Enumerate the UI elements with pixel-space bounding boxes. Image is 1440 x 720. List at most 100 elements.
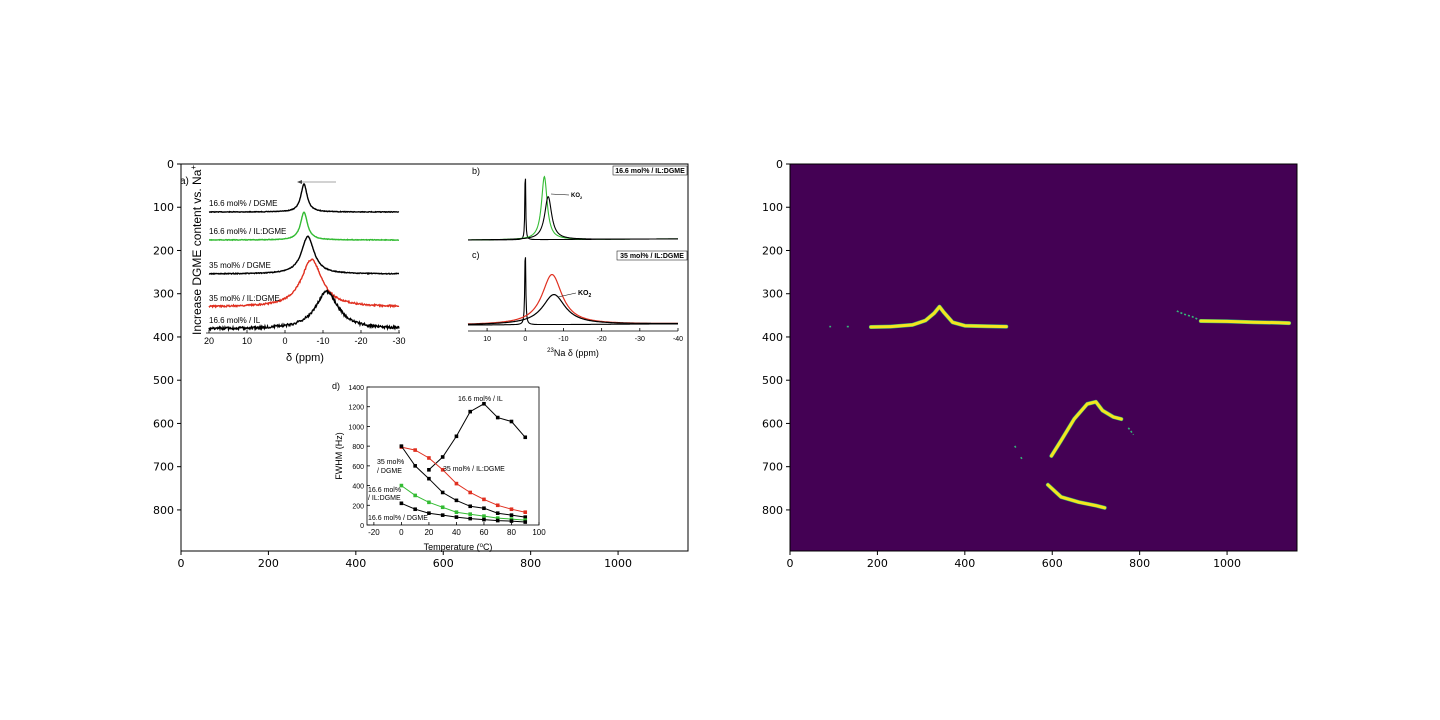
- panel-d-point: [413, 448, 417, 452]
- left-axes-frame: [180, 163, 689, 552]
- panel-d-point: [495, 518, 500, 523]
- panel-b-legend-box: [612, 165, 688, 176]
- left-axes: a) Increase DGME content vs. Na+ 16.6 mo…: [153, 158, 689, 570]
- panel-c-xtick-label: 0: [523, 336, 527, 343]
- panel-d-point: [523, 515, 528, 519]
- panel-d-point: [454, 510, 459, 514]
- panel-d-xtick-label: 100: [532, 528, 546, 537]
- panel-a-xtick-label: 20: [204, 336, 214, 346]
- panel-d-point: [523, 435, 528, 440]
- panel-a-xtick-label: -20: [354, 336, 367, 346]
- panel-a-traces: [208, 182, 400, 333]
- panel-d-ytick-label: 200: [352, 503, 364, 510]
- panel-d-point: [413, 493, 417, 498]
- panel-d-point: [523, 520, 528, 524]
- panel-d-xtick-label: 0: [399, 528, 404, 537]
- panel-d-point: [495, 516, 500, 520]
- panel-c: c) 35 mol% / IL:DGME KO2 10 0 -10 -20 -30 -40…: [467, 250, 688, 358]
- panel-d-point: [427, 468, 431, 472]
- x-tick-label: 1000: [1213, 557, 1241, 570]
- panel-d-ytick-label: 1400: [348, 385, 364, 392]
- panel-d-series: [399, 401, 528, 524]
- panel-d-series-line: [428, 403, 526, 471]
- y-tick-label: 800: [153, 504, 174, 517]
- panel-d-point: [468, 504, 472, 509]
- y-tick-label: 300: [762, 288, 783, 301]
- panel-c-xtick-label: -30: [635, 336, 645, 343]
- panel-a-trace: [208, 182, 400, 214]
- panel-c-traces: [467, 257, 678, 326]
- panel-d-point: [427, 476, 431, 481]
- panel-d-point: [482, 401, 486, 406]
- panel-c-legend-box: [616, 250, 688, 261]
- y-tick-label: 700: [153, 461, 174, 474]
- panel-d-ylabel: FWHM (Hz): [334, 432, 344, 479]
- panel-d-point: [454, 515, 459, 519]
- panel-d-point: [495, 503, 500, 508]
- panel-a-label: a): [180, 176, 189, 187]
- x-tick-label: 200: [258, 557, 279, 570]
- panel-d-point: [440, 455, 445, 459]
- panel-d-series-label: 16.6 mol% / DGME: [368, 515, 428, 522]
- panel-a-trace-label: 16.6 mol% / IL:DGME: [209, 227, 286, 236]
- panel-a-xticks: 20 10 0 -10 -20 -30: [204, 330, 406, 346]
- panel-d-series-line: [401, 446, 526, 513]
- panel-a: a) Increase DGME content vs. Na+ 16.6 mo…: [180, 165, 406, 364]
- panel-d-point: [482, 517, 486, 522]
- panel-d-xtick-label: 80: [507, 528, 516, 537]
- x-tick-label: 0: [178, 557, 185, 570]
- panel-d-xtick-label: 20: [424, 528, 433, 537]
- panel-d-point: [399, 501, 404, 506]
- panel-a-xtick-label: 0: [282, 336, 287, 346]
- x-tick-label: 1000: [604, 557, 632, 570]
- panel-d-point: [468, 516, 472, 521]
- panel-d-point: [495, 511, 500, 515]
- mask-segment: [1199, 319, 1291, 325]
- panel-d-point: [468, 512, 472, 516]
- panel-b-label: b): [472, 166, 480, 176]
- panel-d-point: [440, 490, 445, 495]
- panel-d-point: [468, 409, 472, 414]
- panel-d-point: [440, 505, 445, 510]
- y-tick-label: 300: [153, 288, 174, 301]
- panel-a-ylabel: Increase DGME content vs. Na+: [189, 165, 204, 335]
- y-tick-label: 200: [153, 244, 174, 257]
- y-tick-label: 600: [153, 417, 174, 430]
- x-tick-label: 200: [867, 557, 888, 570]
- x-tick-label: 600: [1042, 557, 1063, 570]
- left-axes-ticks: 0 200 400 600 800 100001002003004005006007008…: [153, 158, 632, 570]
- panel-d-xtick-label: 40: [452, 528, 461, 537]
- panel-a-trace-label: 35 mol% / DGME: [209, 261, 271, 270]
- x-tick-label: 0: [787, 557, 794, 570]
- y-tick-label: 0: [167, 158, 174, 171]
- panel-d-label: d): [332, 381, 340, 391]
- panel-d-ytick-label: 800: [352, 444, 364, 451]
- panel-b-legend: 16.6 mol% / IL:DGME: [615, 168, 685, 175]
- panel-c-legend: 35 mol% / IL:DGME: [620, 253, 684, 260]
- panel-d-point: [399, 483, 404, 488]
- panel-d-xtick-label: -20: [368, 528, 380, 537]
- panel-d-point: [523, 518, 528, 522]
- y-tick-label: 100: [762, 201, 783, 214]
- panel-a-trace: [208, 235, 399, 276]
- panel-c-xtick-label: 10: [483, 336, 491, 343]
- panel-d-point: [509, 507, 514, 512]
- y-tick-label: 700: [762, 461, 783, 474]
- panel-d-xtick-label: 60: [480, 528, 489, 537]
- panel-c-annotation: KO2: [578, 290, 592, 299]
- panel-a-trace-label: 16.6 mol% / DGME: [209, 199, 277, 208]
- panel-d-point: [509, 519, 514, 523]
- y-tick-label: 400: [153, 331, 174, 344]
- panel-a-trace: [209, 211, 399, 242]
- y-tick-label: 600: [762, 417, 783, 430]
- panel-c-xticks: 10 0 -10 -20 -30 -40: [483, 328, 683, 343]
- panel-d-point: [413, 507, 417, 512]
- panel-a-trace: [208, 289, 400, 333]
- panel-a-trace: [208, 258, 400, 309]
- panel-b-ko2-arrow: [550, 193, 570, 196]
- panel-d-xlabel: Temperature (oC): [424, 542, 493, 552]
- panel-d-point: [399, 444, 404, 448]
- panel-d-point: [523, 510, 528, 514]
